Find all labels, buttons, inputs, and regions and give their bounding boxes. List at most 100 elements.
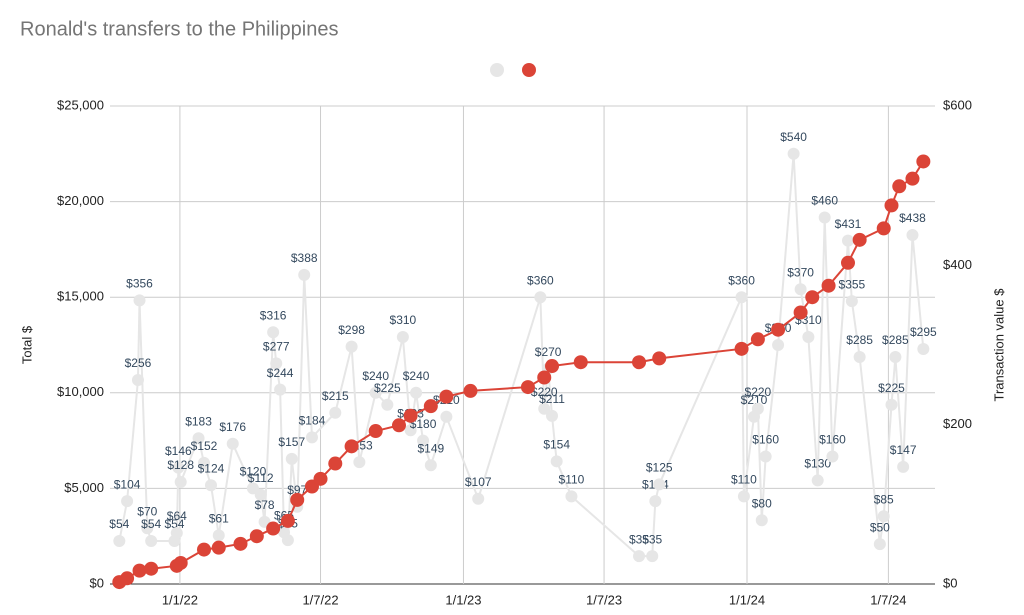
data-label: $285: [882, 333, 909, 347]
data-label: $176: [219, 420, 246, 434]
data-point: [141, 522, 154, 535]
data-point: [344, 439, 359, 454]
y2-axis-label: Transaction value $: [991, 288, 1006, 402]
x-tick-label: 1/1/24: [729, 592, 765, 607]
data-point: [174, 476, 187, 489]
data-point: [916, 154, 931, 169]
data-label: $146: [165, 444, 192, 458]
data-point: [546, 409, 559, 422]
data-label: $360: [728, 273, 755, 287]
data-point: [892, 179, 907, 194]
data-label: $240: [362, 369, 389, 383]
data-label: $285: [846, 333, 873, 347]
data-label: $225: [374, 381, 401, 395]
data-point: [145, 534, 158, 547]
data-label: $183: [185, 414, 212, 428]
data-label: $112: [248, 471, 274, 485]
data-point: [840, 255, 855, 270]
chart-title: Ronald's transfers to the Philippines: [20, 18, 338, 40]
data-point: [440, 410, 453, 423]
data-point: [280, 513, 295, 528]
data-point: [787, 147, 800, 160]
data-label: $35: [642, 532, 662, 546]
data-point: [734, 341, 749, 356]
data-label: $460: [811, 194, 838, 208]
data-point: [173, 555, 188, 570]
data-label: $85: [874, 492, 894, 506]
data-point: [423, 399, 438, 414]
data-label: $431: [835, 217, 862, 231]
data-point: [298, 268, 311, 281]
data-label: $184: [299, 414, 326, 428]
y2-tick-label: $200: [943, 416, 972, 431]
data-point: [905, 171, 920, 186]
data-label: $360: [527, 273, 554, 287]
data-label: $35: [629, 532, 649, 546]
legend-swatch[interactable]: [522, 63, 536, 77]
data-label: $130: [804, 457, 831, 471]
data-label: $211: [539, 392, 565, 406]
data-point: [884, 198, 899, 213]
y-tick-label: $20,000: [57, 193, 104, 208]
data-point: [646, 550, 659, 563]
data-point: [463, 383, 478, 398]
data-point: [737, 490, 750, 503]
data-point: [653, 478, 666, 491]
data-label: $388: [291, 251, 318, 265]
data-label: $107: [465, 475, 492, 489]
data-point: [212, 529, 225, 542]
data-point: [751, 402, 764, 415]
y2-tick-label: $600: [943, 97, 972, 112]
data-point: [285, 452, 298, 465]
x-tick-label: 1/7/23: [586, 592, 622, 607]
data-point: [170, 527, 183, 540]
data-point: [771, 322, 786, 337]
data-point: [144, 561, 159, 576]
data-point: [345, 340, 358, 353]
data-point: [254, 488, 267, 501]
data-point: [821, 278, 836, 293]
data-point: [197, 456, 210, 469]
data-point: [537, 370, 552, 385]
data-point: [755, 514, 768, 527]
data-point: [403, 408, 418, 423]
data-label: $215: [322, 389, 349, 403]
data-point: [281, 534, 294, 547]
data-label: $110: [559, 473, 585, 487]
y2-tick-label: $0: [943, 575, 957, 590]
data-point: [113, 534, 126, 547]
data-point: [424, 459, 437, 472]
y2-tick-label: $400: [943, 257, 972, 272]
data-label: $438: [899, 211, 926, 225]
data-label: $210: [741, 393, 768, 407]
data-point: [196, 542, 211, 557]
data-label: $220: [531, 385, 558, 399]
data-label: $152: [191, 439, 218, 453]
y-tick-label: $0: [90, 575, 104, 590]
data-point: [735, 291, 748, 304]
y-tick-label: $5,000: [64, 480, 104, 495]
data-point: [917, 342, 930, 355]
data-point: [266, 521, 281, 536]
data-point: [534, 291, 547, 304]
data-label: $370: [787, 265, 814, 279]
data-point: [793, 305, 808, 320]
data-label: $277: [263, 339, 290, 353]
data-point: [520, 380, 535, 395]
data-label: $310: [390, 313, 417, 327]
data-point: [329, 406, 342, 419]
data-point: [290, 492, 305, 507]
data-point: [131, 374, 144, 387]
data-point: [313, 471, 328, 486]
data-label: $270: [535, 345, 562, 359]
data-label: $160: [752, 433, 779, 447]
data-point: [270, 357, 283, 370]
data-label: $78: [255, 498, 275, 512]
data-label: $120: [240, 465, 267, 479]
data-point: [811, 474, 824, 487]
legend-swatch[interactable]: [490, 63, 504, 77]
data-point: [794, 283, 807, 296]
data-label: $64: [167, 509, 187, 523]
data-label: $70: [137, 504, 157, 518]
